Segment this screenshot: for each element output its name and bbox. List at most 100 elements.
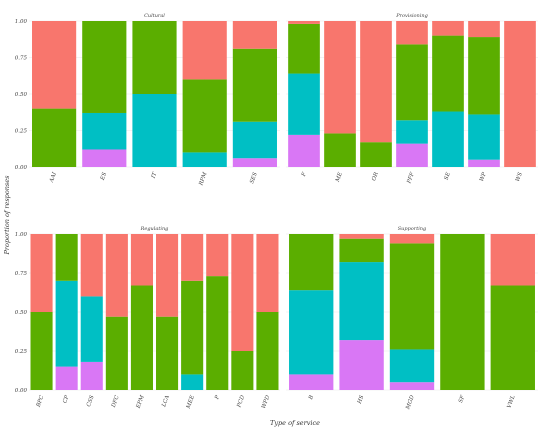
bar-segment-green [324,133,356,167]
bar-segment-purple [288,134,320,167]
x-tick-label: LCA [161,395,171,409]
bar-segment-green [440,234,485,390]
bar-segment-purple [468,159,500,167]
bar-segment-red [504,21,536,167]
bar-segment-red [181,234,204,281]
x-axis-title: Type of service [270,419,320,427]
bar-segment-green [182,79,227,153]
bar-segment-red [32,21,77,109]
panel-cultural: Cultural 0.00 0.25 0.50 0.75 1.00 AAI ES IT RPM SE… [15,13,280,187]
bar-segment-red [288,21,320,24]
bar-segment-green [82,21,127,113]
bar-segment-red [324,21,356,134]
bar-segment-cyan [432,111,464,167]
bar-segment-green [231,351,254,390]
bar-segment-red [30,234,53,312]
bar-segment-green [339,238,384,263]
bar-segment-green [396,44,428,121]
panel-title: Regulating [140,226,169,232]
bar-segment-green [389,243,435,350]
bar-segment-cyan [232,121,277,159]
x-tick-label: CSS [86,394,96,407]
x-tick-label: IT [150,171,158,180]
bar-segment-purple [289,374,334,390]
bar-segment-red [468,21,500,38]
x-tick-label: B [308,395,315,402]
x-tick-label: PFF [406,171,416,185]
x-tick-label: VWL [506,394,516,409]
bar-segment-green [232,48,277,122]
bar-segment-green [288,23,320,74]
bar-segment-red [105,234,128,317]
x-tick-label: SF [458,394,466,403]
bar-segment-red [231,234,254,351]
bar-segment-green [206,276,229,390]
bar-segment-green [30,312,53,390]
bar-segment-red [339,234,384,239]
bar-segment-cyan [289,290,334,375]
y-tick-label: 0.00 [15,388,28,394]
bar-segment-cyan [132,94,177,167]
x-tick-label: ES [100,171,109,182]
y-tick-label: 0.50 [15,92,28,98]
bar-segment-red [156,234,179,317]
bar-segment-cyan [288,73,320,135]
bar-segment-purple [55,366,78,390]
x-tick-label: MEE [185,395,196,411]
bar-segment-red [490,234,535,286]
bar-segment-green [181,280,204,375]
bar-segment-cyan [396,120,428,144]
bar-segment-red [396,21,428,45]
bar-segment-green [490,285,535,390]
x-tick-label: RPM [198,171,209,187]
bar-segment-cyan [80,296,103,362]
bar-segment-cyan [181,374,204,390]
y-tick-label: 1.00 [15,232,28,238]
x-tick-label: WPD [261,394,272,410]
y-tick-label: 0.50 [15,310,28,316]
y-tick-label: 0.75 [15,56,28,62]
bar-segment-purple [82,149,127,167]
x-tick-label: DFC [110,394,121,409]
y-tick-label: 0.25 [15,129,28,135]
bar-segment-green [256,312,279,390]
panel-supporting: Supporting B HS MGD SF VWL [286,226,538,411]
bar-segment-cyan [339,262,384,341]
bar-segment-green [55,234,78,281]
panel-provisioning: Provisioning F ME OR PFF SE WP WS [286,13,538,185]
y-tick-label: 0.00 [15,165,28,171]
bar-segment-cyan [55,280,78,367]
x-tick-label: SE [444,172,452,181]
bar-segment-red [206,234,229,277]
bar-segment-green [289,234,334,291]
y-tick-label: 0.25 [15,349,28,355]
panel-title: Cultural [144,13,165,19]
y-tick-label: 1.00 [15,19,28,25]
x-tick-label: ME [335,172,344,184]
bar-segment-cyan [182,152,227,167]
bar-segment-cyan [389,349,435,383]
bar-segment-cyan [82,112,127,150]
bar-segment-green [156,316,179,390]
y-tick-label: 0.75 [15,271,28,277]
bar-segment-red [182,21,227,80]
bar-segment-red [130,234,153,286]
panel-title: Supporting [398,226,426,232]
bar-segment-red [432,21,464,36]
panels-layer: Cultural 0.00 0.25 0.50 0.75 1.00 AAI ES IT RPM SE… [15,13,538,411]
bar-segment-purple [396,143,428,167]
x-tick-label: EPM [135,394,146,410]
x-tick-label: WP [479,171,488,182]
panel-title: Provisioning [395,13,428,19]
bar-segment-red [232,21,277,49]
x-tick-label: PCD [236,394,246,409]
x-tick-label: HS [357,394,366,405]
bar-segment-red [80,234,103,297]
x-tick-label: AAI [49,171,59,184]
x-tick-label: SES [249,171,259,184]
bar-segment-cyan [468,114,500,160]
bar-segment-purple [80,361,103,390]
bar-segment-green [432,35,464,112]
